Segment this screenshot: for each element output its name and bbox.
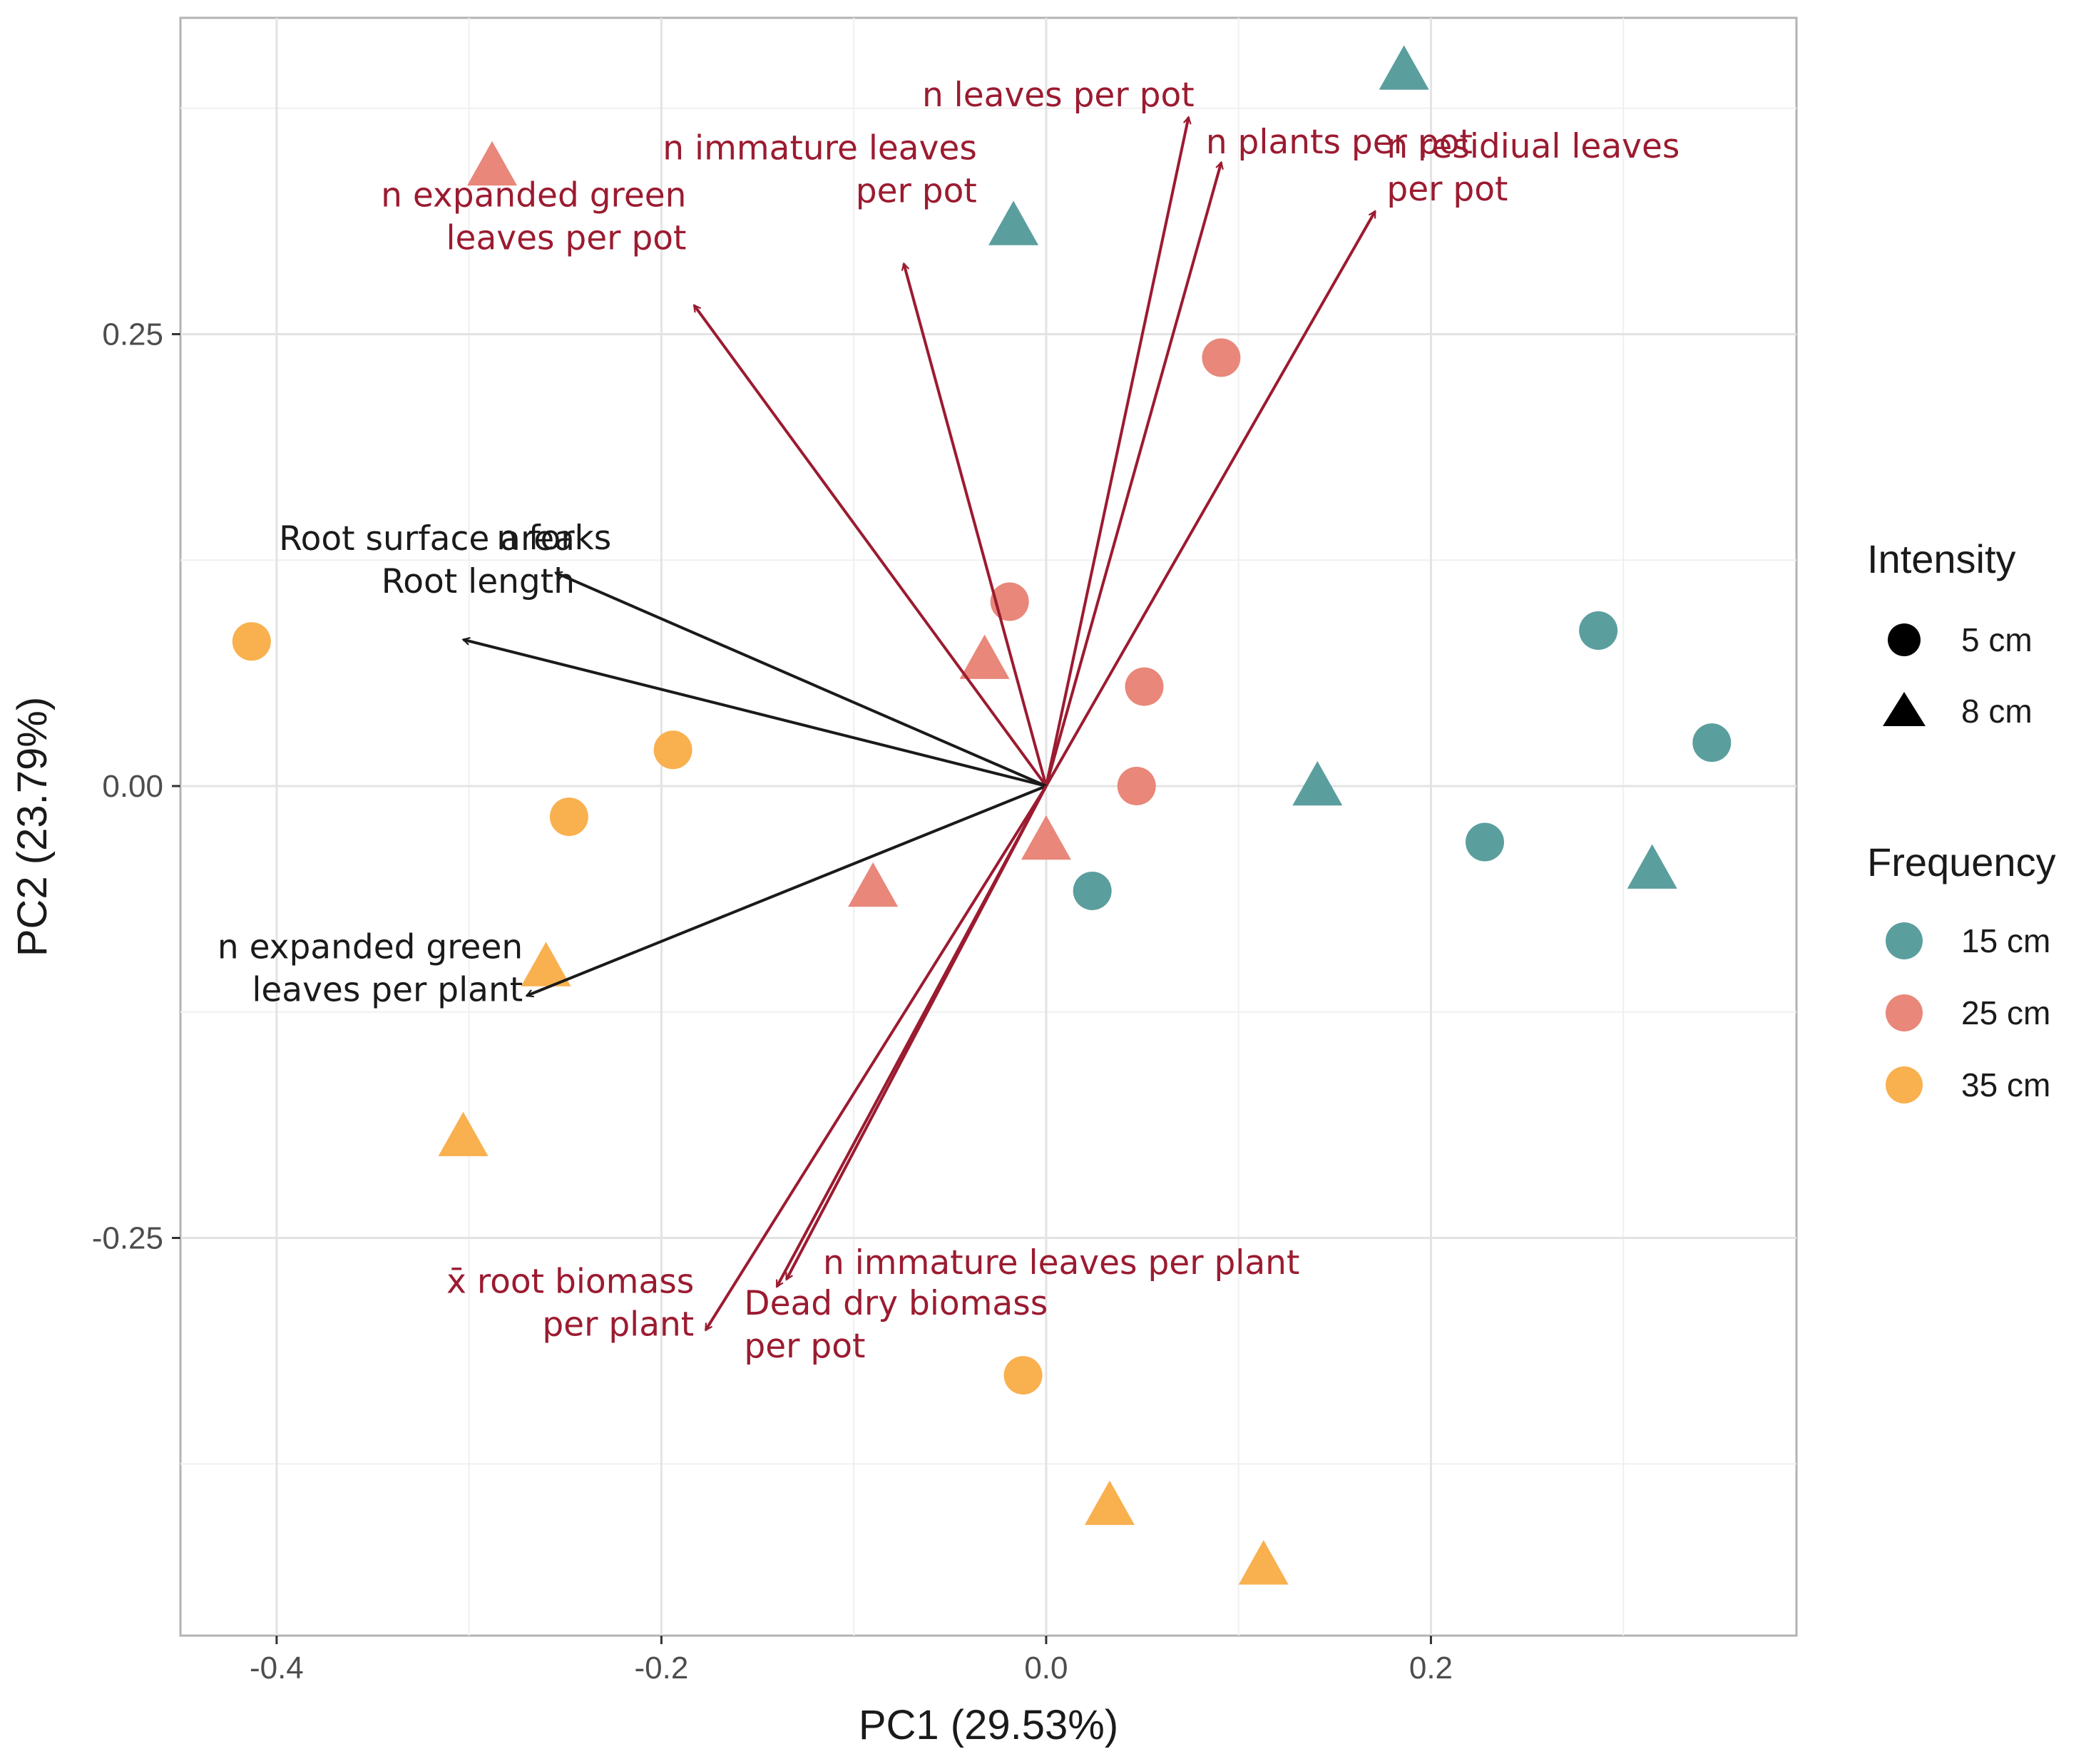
loading-label: n immature leaves bbox=[663, 128, 977, 168]
loading-label: n residiual leaves bbox=[1386, 127, 1680, 166]
loading-arrow bbox=[904, 264, 1048, 787]
loading-label: x̄ root biomass bbox=[446, 1262, 694, 1301]
y-tick-label: -0.25 bbox=[92, 1221, 163, 1256]
loading-arrow bbox=[775, 785, 1048, 1287]
legend-intensity-title: Intensity bbox=[1867, 536, 2016, 581]
loading-label: leaves per pot bbox=[446, 218, 687, 258]
x-tick-label: 0.0 bbox=[1024, 1651, 1068, 1686]
loading-label: Root surface area bbox=[279, 519, 575, 559]
data-point-circle bbox=[1579, 611, 1618, 651]
loading-label: Dead dry biomass bbox=[744, 1284, 1048, 1323]
loading-label: Root length bbox=[382, 562, 575, 601]
legend-frequency-label: 35 cm bbox=[1961, 1066, 2050, 1103]
data-point-triangle bbox=[521, 942, 571, 986]
y-axis-title: PC2 (23.79%) bbox=[9, 697, 56, 957]
data-point-circle bbox=[1117, 766, 1156, 805]
data-point-triangle bbox=[1238, 1540, 1289, 1585]
loading-arrow bbox=[1045, 163, 1221, 787]
loading-label: n immature leaves per plant bbox=[823, 1243, 1299, 1283]
loading-label: leaves per plant bbox=[252, 971, 523, 1010]
y-tick-label: 0.25 bbox=[102, 317, 163, 352]
data-point-circle bbox=[653, 730, 692, 770]
legend-intensity-label: 8 cm bbox=[1961, 693, 2033, 730]
data-point-triangle bbox=[1084, 1480, 1135, 1525]
data-point-triangle bbox=[1627, 844, 1677, 889]
loading-label: per pot bbox=[1386, 170, 1508, 209]
data-points bbox=[232, 45, 1732, 1585]
loading-arrow bbox=[556, 573, 1047, 787]
loading-label: n plants per pot bbox=[1206, 123, 1473, 162]
loading-label: n expanded green bbox=[381, 175, 686, 215]
legend-frequency-key bbox=[1886, 994, 1923, 1031]
loading-arrow bbox=[1045, 211, 1376, 787]
x-tick-label: -0.2 bbox=[634, 1651, 688, 1686]
x-axis-title: PC1 (29.53%) bbox=[859, 1702, 1118, 1748]
data-point-triangle bbox=[1379, 45, 1429, 90]
loading-arrow bbox=[692, 305, 1048, 787]
loading-label: per plant bbox=[542, 1305, 694, 1344]
gridlines bbox=[180, 18, 1796, 1636]
x-tick-label: 0.2 bbox=[1409, 1651, 1453, 1686]
x-axis-ticks: -0.4 -0.2 0.0 0.2 bbox=[250, 1636, 1453, 1686]
loading-arrow bbox=[1044, 117, 1189, 787]
loading-label: n forks bbox=[496, 519, 611, 558]
data-point-circle bbox=[232, 622, 271, 661]
data-point-circle bbox=[1003, 1356, 1043, 1395]
data-point-triangle bbox=[1292, 760, 1343, 806]
legend-frequency-key bbox=[1886, 922, 1923, 959]
loading-label: n leaves per pot bbox=[922, 76, 1195, 115]
legend-frequency-key bbox=[1886, 1066, 1923, 1103]
loading-arrow bbox=[704, 785, 1048, 1330]
loading-arrow bbox=[464, 640, 1047, 787]
plot-panel bbox=[179, 16, 1798, 1637]
legend-circle-key bbox=[1888, 623, 1921, 656]
legend-frequency-label: 25 cm bbox=[1961, 994, 2050, 1031]
data-point-triangle bbox=[438, 1111, 489, 1156]
loading-label: per pot bbox=[856, 171, 977, 210]
loading-label: n expanded green bbox=[218, 928, 523, 967]
legend: Intensity 5 cm 8 cm Frequency 15 cm 25 c… bbox=[1867, 536, 2056, 1103]
data-point-triangle bbox=[959, 634, 1010, 679]
data-point-triangle bbox=[1021, 815, 1071, 860]
legend-intensity-label: 5 cm bbox=[1961, 621, 2033, 658]
data-point-circle bbox=[1073, 871, 1112, 910]
data-point-circle bbox=[1465, 822, 1504, 862]
data-point-triangle bbox=[848, 862, 899, 907]
data-point-circle bbox=[1202, 338, 1241, 377]
y-axis-ticks: 0.25 0.00 -0.25 bbox=[92, 317, 180, 1256]
data-point-circle bbox=[1125, 667, 1164, 706]
data-point-triangle bbox=[988, 200, 1039, 245]
data-point-circle bbox=[1692, 723, 1732, 763]
y-tick-label: 0.00 bbox=[102, 769, 163, 804]
legend-frequency-title: Frequency bbox=[1867, 840, 2056, 884]
legend-triangle-key bbox=[1883, 692, 1926, 726]
loading-arrow bbox=[527, 785, 1047, 996]
loading-label: per pot bbox=[744, 1327, 865, 1366]
data-point-triangle bbox=[467, 141, 518, 186]
data-point-circle bbox=[549, 797, 588, 837]
x-tick-label: -0.4 bbox=[250, 1651, 304, 1686]
legend-frequency-label: 15 cm bbox=[1961, 922, 2050, 959]
